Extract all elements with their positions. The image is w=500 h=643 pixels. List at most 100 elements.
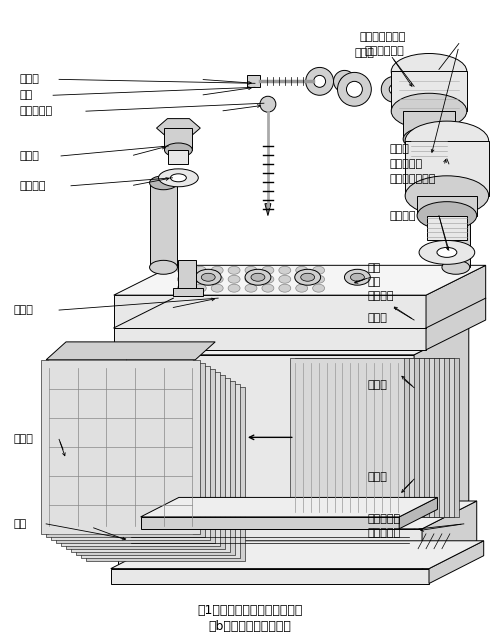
Ellipse shape: [405, 121, 488, 161]
Polygon shape: [320, 358, 434, 517]
Text: 防爆防まつ装置: 防爆防まつ装置: [360, 32, 406, 42]
Polygon shape: [150, 183, 178, 267]
Ellipse shape: [312, 266, 324, 275]
Ellipse shape: [194, 266, 206, 275]
Text: ふた: ふた: [368, 263, 380, 273]
Bar: [427, 215, 467, 240]
Polygon shape: [140, 517, 399, 529]
Ellipse shape: [340, 77, 348, 86]
Text: （触媒栓式）｝: （触媒栓式）｝: [389, 174, 436, 184]
Ellipse shape: [245, 284, 257, 292]
Ellipse shape: [178, 275, 190, 283]
Polygon shape: [426, 266, 486, 350]
Text: 最低液面線: 最低液面線: [368, 528, 400, 538]
Polygon shape: [344, 358, 459, 517]
Polygon shape: [314, 358, 429, 517]
Ellipse shape: [295, 269, 320, 285]
Text: 陽極板: 陽極板: [368, 379, 387, 390]
Bar: [405, 141, 488, 195]
Ellipse shape: [164, 143, 192, 157]
Ellipse shape: [260, 96, 276, 112]
Text: パッキン: パッキン: [389, 211, 415, 221]
Ellipse shape: [312, 275, 324, 283]
Polygon shape: [76, 381, 235, 555]
Polygon shape: [304, 358, 419, 517]
Polygon shape: [41, 360, 200, 534]
Ellipse shape: [245, 269, 271, 285]
Ellipse shape: [262, 266, 274, 275]
Ellipse shape: [279, 284, 291, 292]
Ellipse shape: [211, 275, 223, 283]
Polygon shape: [300, 358, 414, 517]
Text: 陰極板: 陰極板: [14, 434, 33, 444]
Polygon shape: [61, 372, 220, 546]
Text: 注液栓: 注液栓: [20, 151, 39, 161]
Polygon shape: [118, 501, 476, 529]
Bar: [391, 71, 467, 111]
Polygon shape: [334, 358, 449, 517]
Ellipse shape: [442, 260, 470, 275]
Ellipse shape: [442, 186, 470, 200]
Bar: [411, 139, 447, 161]
Bar: [174, 288, 204, 296]
Ellipse shape: [194, 275, 206, 283]
Ellipse shape: [391, 93, 467, 129]
Polygon shape: [422, 501, 476, 568]
Ellipse shape: [170, 174, 186, 182]
Ellipse shape: [300, 273, 314, 281]
Polygon shape: [46, 363, 205, 537]
Polygon shape: [118, 529, 422, 568]
Text: 隔離板: 隔離板: [368, 472, 387, 482]
Text: 防まつ板: 防まつ板: [368, 291, 394, 301]
Text: 端子: 端子: [368, 277, 380, 287]
Ellipse shape: [334, 70, 355, 93]
Polygon shape: [399, 498, 438, 529]
Ellipse shape: [150, 176, 178, 190]
Ellipse shape: [178, 284, 190, 292]
Text: ナット: ナット: [354, 48, 374, 59]
Ellipse shape: [405, 176, 488, 215]
Polygon shape: [56, 368, 215, 543]
Polygon shape: [111, 541, 484, 568]
Ellipse shape: [158, 169, 198, 186]
Ellipse shape: [228, 266, 240, 275]
Polygon shape: [71, 377, 230, 552]
Ellipse shape: [296, 284, 308, 292]
Polygon shape: [114, 266, 486, 295]
Bar: [164, 128, 192, 150]
Ellipse shape: [437, 248, 457, 257]
Polygon shape: [340, 358, 454, 517]
Ellipse shape: [391, 53, 467, 89]
Ellipse shape: [262, 284, 274, 292]
Bar: [403, 111, 455, 139]
Text: 座金: 座金: [20, 90, 32, 100]
Ellipse shape: [314, 75, 326, 87]
Ellipse shape: [382, 77, 407, 102]
Text: パッキン: パッキン: [20, 181, 46, 191]
Polygon shape: [330, 358, 444, 517]
Text: ボルト: ボルト: [20, 75, 39, 84]
Polygon shape: [126, 327, 469, 355]
Polygon shape: [140, 498, 438, 517]
Ellipse shape: [346, 82, 362, 97]
Ellipse shape: [389, 84, 399, 95]
Ellipse shape: [202, 273, 215, 281]
Polygon shape: [114, 295, 426, 350]
Polygon shape: [86, 386, 245, 561]
Ellipse shape: [251, 273, 265, 281]
Ellipse shape: [211, 284, 223, 292]
Polygon shape: [111, 568, 429, 584]
Ellipse shape: [306, 68, 334, 95]
Text: （b）触媒栓式鉛蓄電池: （b）触媒栓式鉛蓄電池: [208, 620, 292, 633]
Polygon shape: [126, 355, 414, 529]
Ellipse shape: [279, 275, 291, 283]
Polygon shape: [324, 358, 439, 517]
Polygon shape: [290, 358, 404, 517]
Ellipse shape: [419, 240, 474, 264]
Polygon shape: [429, 541, 484, 584]
Text: 液面検出器: 液面検出器: [20, 106, 52, 116]
Ellipse shape: [350, 273, 364, 281]
Ellipse shape: [403, 127, 455, 151]
Polygon shape: [156, 118, 200, 138]
Polygon shape: [310, 358, 424, 517]
